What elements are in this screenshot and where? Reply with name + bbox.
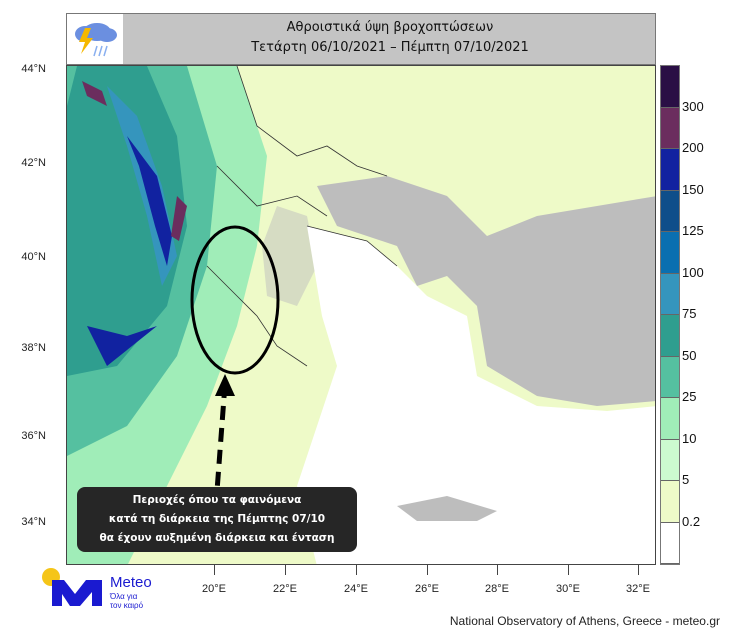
lat-label: 40°N <box>21 251 46 263</box>
lat-label: 34°N <box>21 516 46 528</box>
map-header <box>66 13 656 65</box>
colorbar-segment <box>661 315 679 357</box>
colorbar-label: 10 <box>682 430 697 446</box>
callout-line: κατά τη διάρκεια της Πέμπτης 07/10 <box>108 513 326 525</box>
colorbar-segment <box>661 66 679 108</box>
colorbar-segment <box>661 356 679 398</box>
lon-label: 24°E <box>344 583 368 595</box>
colorbar-label: 100 <box>682 264 704 280</box>
rainfall-map <box>66 65 656 565</box>
lon-label: 22°E <box>273 583 297 595</box>
colorbar-segment <box>661 273 679 315</box>
arrow-shaft <box>214 383 228 492</box>
colorbar <box>660 65 680 565</box>
lon-label: 30°E <box>556 583 580 595</box>
logo-name: Meteo <box>110 574 152 591</box>
colorbar-label: 75 <box>682 306 697 321</box>
colorbar-label: 150 <box>682 181 704 197</box>
colorbar-segment <box>661 398 679 440</box>
logo-tagline: Όλα για τον καιρό <box>110 592 144 610</box>
meteo-logo <box>40 568 110 613</box>
callout-line: Περιοχές όπου τα φαινόμενα <box>132 494 302 506</box>
colorbar-segment <box>661 232 679 274</box>
lat-label: 38°N <box>21 342 46 354</box>
lon-label: 32°E <box>626 583 650 595</box>
colorbar-label: 50 <box>682 347 697 363</box>
callout-line: θα έχουν αυξημένη διάρκεια και ένταση <box>99 532 335 544</box>
credit-text: National Observatory of Athens, Greece -… <box>449 614 720 628</box>
colorbar-label: 0.2 <box>682 513 701 529</box>
arrow-head <box>215 374 235 396</box>
lat-label: 42°N <box>21 157 46 169</box>
lon-label: 28°E <box>485 583 509 595</box>
colorbar-segment <box>661 149 679 191</box>
lon-label: 20°E <box>202 583 226 595</box>
colorbar-segment <box>661 107 679 149</box>
colorbar-label: 25 <box>682 389 697 404</box>
highlight-ellipse <box>190 225 280 375</box>
colorbar-segment <box>661 522 679 564</box>
colorbar-segment <box>661 439 679 481</box>
lon-label: 26°E <box>415 583 439 595</box>
callout-box: Περιοχές όπου τα φαινόμενα κατά τη διάρκ… <box>77 487 357 552</box>
colorbar-label: 125 <box>682 223 704 238</box>
lat-label: 44°N <box>21 63 46 75</box>
colorbar-segment <box>661 481 679 523</box>
colorbar-label: 5 <box>682 472 690 487</box>
storm-cloud-icon <box>67 14 123 64</box>
colorbar-segment <box>661 190 679 232</box>
map-title: Αθροιστικά ύψη βροχοπτώσεων <box>286 20 494 35</box>
colorbar-label: 200 <box>682 140 704 155</box>
map-subtitle: Τετάρτη 06/10/2021 – Πέμπτη 07/10/2021 <box>251 40 529 55</box>
lat-label: 36°N <box>21 430 46 442</box>
colorbar-label: 300 <box>682 98 704 114</box>
